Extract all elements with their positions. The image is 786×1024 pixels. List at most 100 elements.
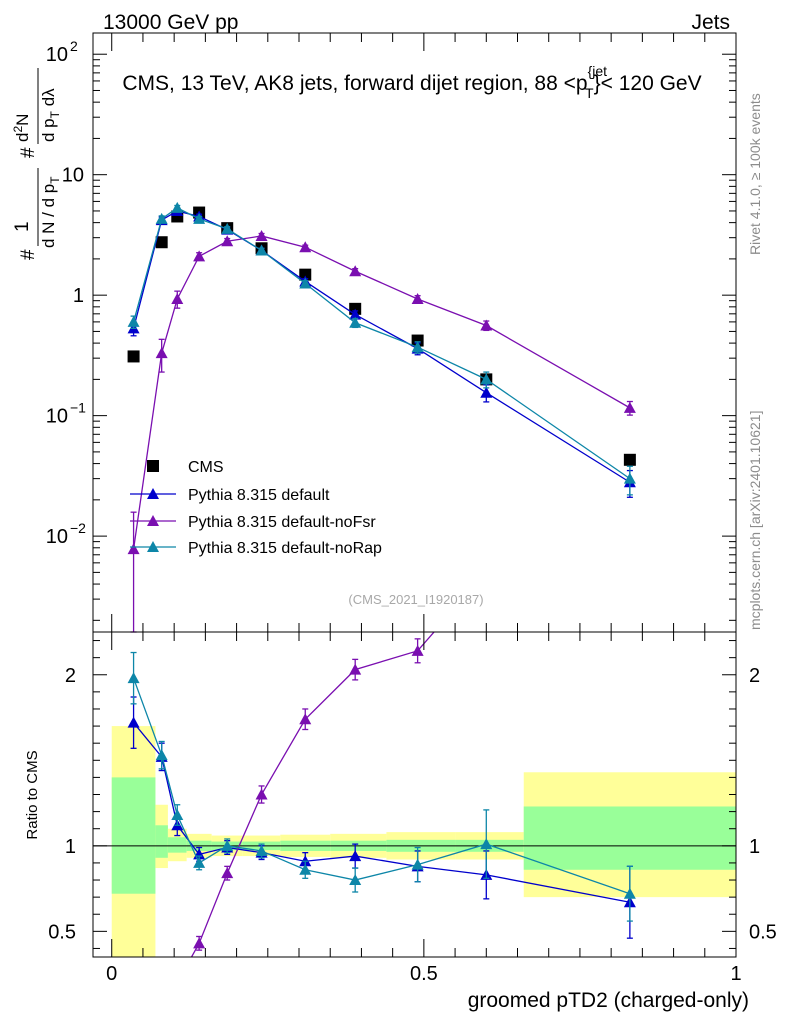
main-point-pythia-8-315-default-norap <box>480 373 493 385</box>
main-y-axis-label: # 1 d N / d pT # d2N d pT dλ <box>11 68 62 260</box>
plot-title-sub: T <box>585 85 594 101</box>
main-point-pythia-8-315-default-norap <box>411 341 424 353</box>
main-point-pythia-8-315-default-nofsr <box>480 319 493 331</box>
ratio-y-tick-label-right: 2 <box>749 665 760 687</box>
ratio-x-tick-label: 0 <box>106 963 117 985</box>
ylabel-hash-2: # <box>18 147 39 158</box>
ylabel-den-2-tail: dλ <box>39 88 58 111</box>
main-point-cms <box>155 236 168 249</box>
plot-title-sup: {jet <box>588 63 608 79</box>
main-y-tick-label-base: 10 <box>46 406 68 428</box>
legend-marker-nofsr <box>147 515 159 526</box>
main-point-pythia-8-315-default-norap <box>193 212 206 224</box>
main-point-pythia-8-315-default-nofsr <box>193 250 206 262</box>
legend-label-nofsr: Pythia 8.315 default-noFsr <box>188 514 376 531</box>
main-point-pythia-8-315-default-norap <box>299 277 312 289</box>
main-y-tick-label-exp: −1 <box>70 400 86 416</box>
ratio-point-pythia-8-315-default-norap <box>193 856 206 868</box>
ratio-point-pythia-8-315-default-norap <box>221 839 234 851</box>
ratio-point-pythia-8-315-default-norap <box>171 809 184 821</box>
ratio-point-pythia-8-315-default-norap <box>127 672 140 684</box>
mcplots-label: mcplots.cern.ch [arXiv:2401.10621] <box>747 411 763 630</box>
ylabel-den-1-sub: T <box>48 176 62 184</box>
main-point-pythia-8-315-default-norap <box>221 222 234 234</box>
ratio-point-pythia-8-315-default-norap <box>299 863 312 875</box>
ratio-point-pythia-8-315-default-norap <box>255 844 268 856</box>
ratio-point-pythia-8-315-default-norap <box>349 874 362 886</box>
ratio-band-inner <box>111 777 156 894</box>
main-marks <box>127 201 636 633</box>
main-point-pythia-8-315-default-norap <box>127 315 140 327</box>
main-point-pythia-8-315-default-nofsr <box>127 543 140 555</box>
ylabel-den-2-text: d p <box>39 118 58 142</box>
analysis-id: (CMS_2021_I1920187) <box>348 592 483 607</box>
main-point-pythia-8-315-default-norap <box>155 212 168 224</box>
ylabel-den-1-text: d N / d p <box>39 184 58 248</box>
ratio-band-inner <box>167 837 187 853</box>
ratio-point-pythia-8-315-default <box>127 716 140 728</box>
main-y-tick-label: 10 <box>62 165 84 187</box>
main-point-pythia-8-315-default-nofsr <box>299 241 312 253</box>
main-point-cms <box>623 453 636 466</box>
plot-title-tail: }< 120 GeV <box>594 72 702 95</box>
ylabel-num-2-tail: N <box>13 114 32 126</box>
legend-marker-cms <box>147 460 159 472</box>
main-y-tick-label: 10 <box>46 406 68 428</box>
ratio-y-tick-label-right: 1 <box>749 836 760 858</box>
ratio-point-pythia-8-315-default <box>349 850 362 862</box>
ylabel-den-2-sub: T <box>48 110 62 118</box>
ratio-bands <box>111 726 736 957</box>
main-y-tick-label-exp: 2 <box>70 38 78 54</box>
ratio-point-pythia-8-315-default-nofsr <box>299 713 312 725</box>
main-point-pythia-8-315-default <box>349 308 362 320</box>
legend: CMS Pythia 8.315 default Pythia 8.315 de… <box>130 459 382 557</box>
ratio-x-ticks: 0 0.5 1 <box>106 632 742 985</box>
legend-label-default: Pythia 8.315 default <box>188 487 330 504</box>
main-point-pythia-8-315-default-norap <box>255 244 268 256</box>
ratio-panel: 0.5 0.51 12 2 0 0.5 1 <box>48 631 777 985</box>
ratio-point-pythia-8-315-default-nofsr <box>349 663 362 675</box>
ratio-y-tick-label: 2 <box>65 665 76 687</box>
main-point-pythia-8-315-default-nofsr <box>623 401 636 413</box>
ratio-y-ticks: 0.5 0.5 1 1 2 2 <box>48 640 777 949</box>
ratio-point-pythia-8-315-default-nofsr <box>221 867 234 879</box>
ratio-point-pythia-8-315-default-norap <box>155 749 168 761</box>
main-point-pythia-8-315-default-nofsr <box>349 265 362 277</box>
main-point-pythia-8-315-default-nofsr <box>171 292 184 304</box>
ylabel-num-2: d2N <box>11 114 32 142</box>
main-point-pythia-8-315-default-norap <box>349 316 362 328</box>
main-point-cms <box>127 350 140 363</box>
ylabel-num-2-d: d <box>13 133 32 142</box>
main-y-tick-label: 10 <box>46 526 68 548</box>
rivet-version-label: Rivet 4.1.0, ≥ 100k events <box>747 93 763 255</box>
main-x-ticks <box>111 33 737 632</box>
main-y-tick-label-exp: −2 <box>70 520 86 536</box>
ratio-point-pythia-8-315-default-norap <box>623 887 636 899</box>
main-point-cms <box>299 268 312 281</box>
ratio-y-tick-label: 1 <box>65 836 76 858</box>
main-point-pythia-8-315-default-nofsr <box>255 229 268 241</box>
main-point-pythia-8-315-default-nofsr <box>411 292 424 304</box>
main-point-pythia-8-315-default-nofsr <box>221 235 234 247</box>
ylabel-den-1: d N / d pT <box>39 176 62 248</box>
ratio-point-pythia-8-315-default-nofsr <box>255 788 268 800</box>
main-point-pythia-8-315-default-nofsr <box>155 347 168 359</box>
main-y-tick-label-base: 10 <box>46 44 68 66</box>
plot-title-main: CMS, 13 TeV, AK8 jets, forward dijet reg… <box>122 72 587 95</box>
ratio-point-pythia-8-315-default-nofsr <box>193 937 206 949</box>
main-y-tick-label-base: 1 <box>73 285 84 307</box>
ratio-band-inner <box>155 825 168 858</box>
ratio-x-tick-label: 1 <box>730 963 741 985</box>
main-point-pythia-8-315-default-norap <box>171 201 184 213</box>
ylabel-hash-1: # <box>18 249 39 260</box>
legend-marker-norap <box>147 541 159 552</box>
main-point-pythia-8-315-default <box>480 386 493 398</box>
ratio-band-inner <box>523 806 736 870</box>
x-axis-label: groomed pTD2 (charged-only) <box>468 989 749 1012</box>
ratio-y-axis-label: Ratio to CMS <box>24 750 41 839</box>
main-y-tick-label: 10 <box>46 44 68 66</box>
plot-title: CMS, 13 TeV, AK8 jets, forward dijet reg… <box>122 63 701 101</box>
